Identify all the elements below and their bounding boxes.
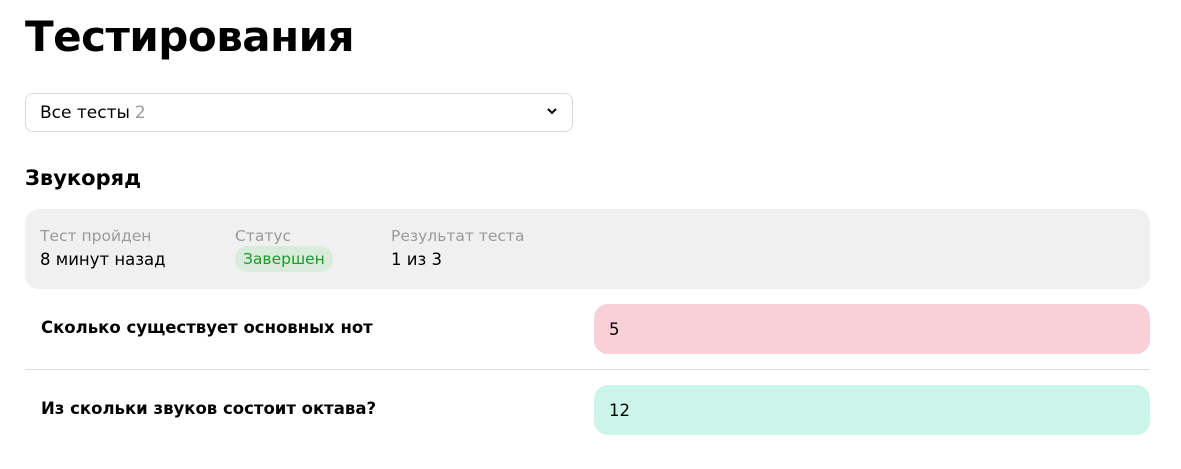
page-title: Тестирования	[25, 12, 355, 61]
answer-correct: 12	[594, 385, 1150, 435]
passed-label: Тест пройден	[40, 227, 152, 245]
divider	[25, 369, 1150, 370]
passed-value: 8 минут назад	[40, 250, 166, 269]
status-badge: Завершен	[235, 246, 333, 272]
status-column: Статус Завершен	[235, 226, 333, 272]
result-column: Результат теста 1 из 3	[391, 226, 524, 272]
passed-column: Тест пройден 8 минут назад	[40, 226, 166, 272]
filter-selected-label: Все тесты	[40, 102, 130, 123]
question-text: Из скольки звуков состоит октава?	[41, 399, 377, 418]
answer-wrong: 5	[594, 304, 1150, 354]
status-label: Статус	[235, 227, 292, 245]
result-value: 1 из 3	[391, 250, 442, 269]
filter-count: 2	[134, 102, 146, 123]
test-name: Звукоряд	[25, 166, 142, 190]
test-filter-dropdown[interactable]: Все тесты 2	[25, 93, 573, 132]
result-label: Результат теста	[391, 227, 525, 245]
question-text: Сколько существует основных нот	[41, 318, 373, 337]
test-summary-card: Тест пройден 8 минут назад Статус Заверш…	[25, 209, 1150, 289]
chevron-down-icon	[547, 108, 557, 115]
